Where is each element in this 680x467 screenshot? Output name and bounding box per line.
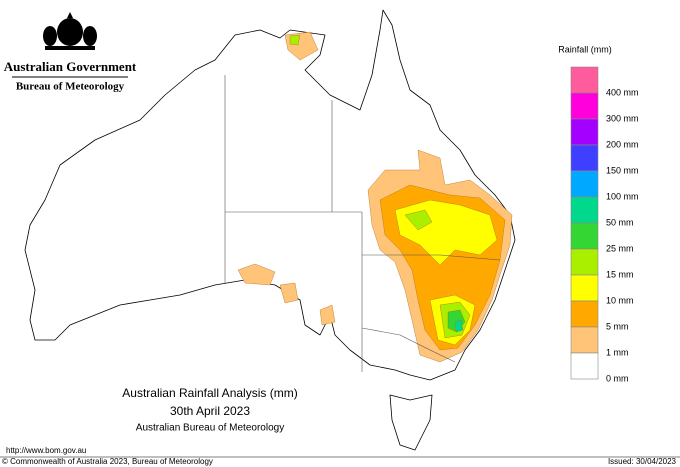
legend-swatch xyxy=(570,66,599,94)
bureau-name: Bureau of Meteorology xyxy=(16,81,125,93)
legend-label: 0 mm xyxy=(606,373,629,383)
legend-label: 25 mm xyxy=(606,243,634,253)
state-borders xyxy=(224,75,501,372)
map xyxy=(24,9,516,451)
legend-label: 200 mm xyxy=(606,139,639,149)
footer-copyright: © Commonwealth of Australia 2023, Bureau… xyxy=(2,457,213,466)
legend-swatch xyxy=(570,352,599,380)
tasmania xyxy=(389,394,433,451)
caption-title: Australian Rainfall Analysis (mm) xyxy=(122,386,297,400)
legend-label: 150 mm xyxy=(606,165,639,175)
legend-swatch xyxy=(570,326,599,354)
legend-label: 50 mm xyxy=(606,217,634,227)
caption-date: 30th April 2023 xyxy=(170,404,250,418)
legend-swatch xyxy=(570,144,599,172)
crest xyxy=(43,12,97,50)
legend-label: 1 mm xyxy=(606,347,629,357)
government-name: Australian Government xyxy=(4,59,137,74)
legend-swatch xyxy=(570,118,599,146)
caption-source: Australian Bureau of Meteorology xyxy=(136,423,284,434)
legend-label: 10 mm xyxy=(606,295,634,305)
legend-swatch xyxy=(570,222,599,250)
legend-swatch xyxy=(570,196,599,224)
legend-title: Rainfall (mm) xyxy=(558,44,612,54)
rainfall-areas xyxy=(237,31,513,363)
legend-label: 400 mm xyxy=(606,87,639,97)
legend-swatch xyxy=(570,170,599,198)
footer-issued: Issued: 30/04/2023 xyxy=(608,457,677,466)
legend: 400 mm 300 mm 200 mm 150 mm 100 mm 50 mm 25 mm… xyxy=(570,66,639,383)
legend-label: 300 mm xyxy=(606,113,639,123)
mainland xyxy=(24,9,516,381)
legend-swatch xyxy=(570,274,599,302)
legend-swatch xyxy=(570,300,599,328)
legend-swatch xyxy=(570,92,599,120)
legend-label: 5 mm xyxy=(606,321,629,331)
legend-label: 100 mm xyxy=(606,191,639,201)
footer-url: http://www.bom.gov.au xyxy=(6,446,86,455)
legend-swatch xyxy=(570,248,599,276)
legend-label: 15 mm xyxy=(606,269,634,279)
